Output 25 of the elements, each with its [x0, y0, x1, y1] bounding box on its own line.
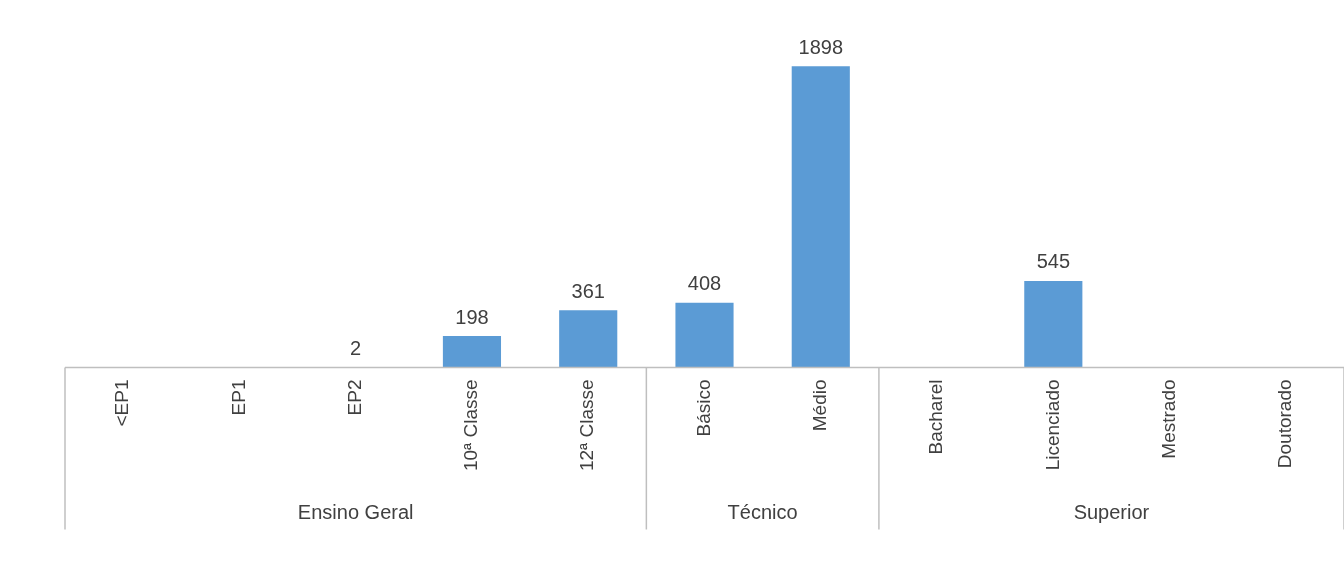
data-label: 2 [350, 336, 362, 359]
bar [1024, 280, 1083, 368]
x-tick-label: EP1 [227, 379, 249, 416]
x-tick-label: 12ª Classe [576, 379, 598, 472]
data-label: 545 [1036, 250, 1071, 273]
x-tick-label: Doutorado [1274, 379, 1296, 469]
x-tick-label: <EP1 [111, 379, 133, 427]
bar [559, 310, 618, 368]
data-label: 198 [455, 305, 489, 328]
text: Ensino Geral [297, 500, 414, 523]
data-label: 1898 [798, 35, 844, 58]
bar [675, 302, 734, 368]
x-tick-label: Bacharel [925, 379, 947, 455]
x-tick-label: Básico [692, 379, 714, 437]
data-label: 408 [687, 272, 722, 295]
x-tick-label: Médio [809, 379, 831, 432]
x-tick-label: Mestrado [1157, 379, 1179, 459]
text: Técnico [727, 500, 798, 523]
text: Superior [1073, 500, 1150, 523]
bar [442, 336, 502, 368]
x-tick-label: Licenciado [1041, 379, 1063, 471]
x-tick-label: 10ª Classe [460, 379, 482, 472]
bar [791, 66, 850, 368]
data-label: 361 [571, 279, 605, 302]
x-tick-label: EP2 [343, 379, 365, 416]
